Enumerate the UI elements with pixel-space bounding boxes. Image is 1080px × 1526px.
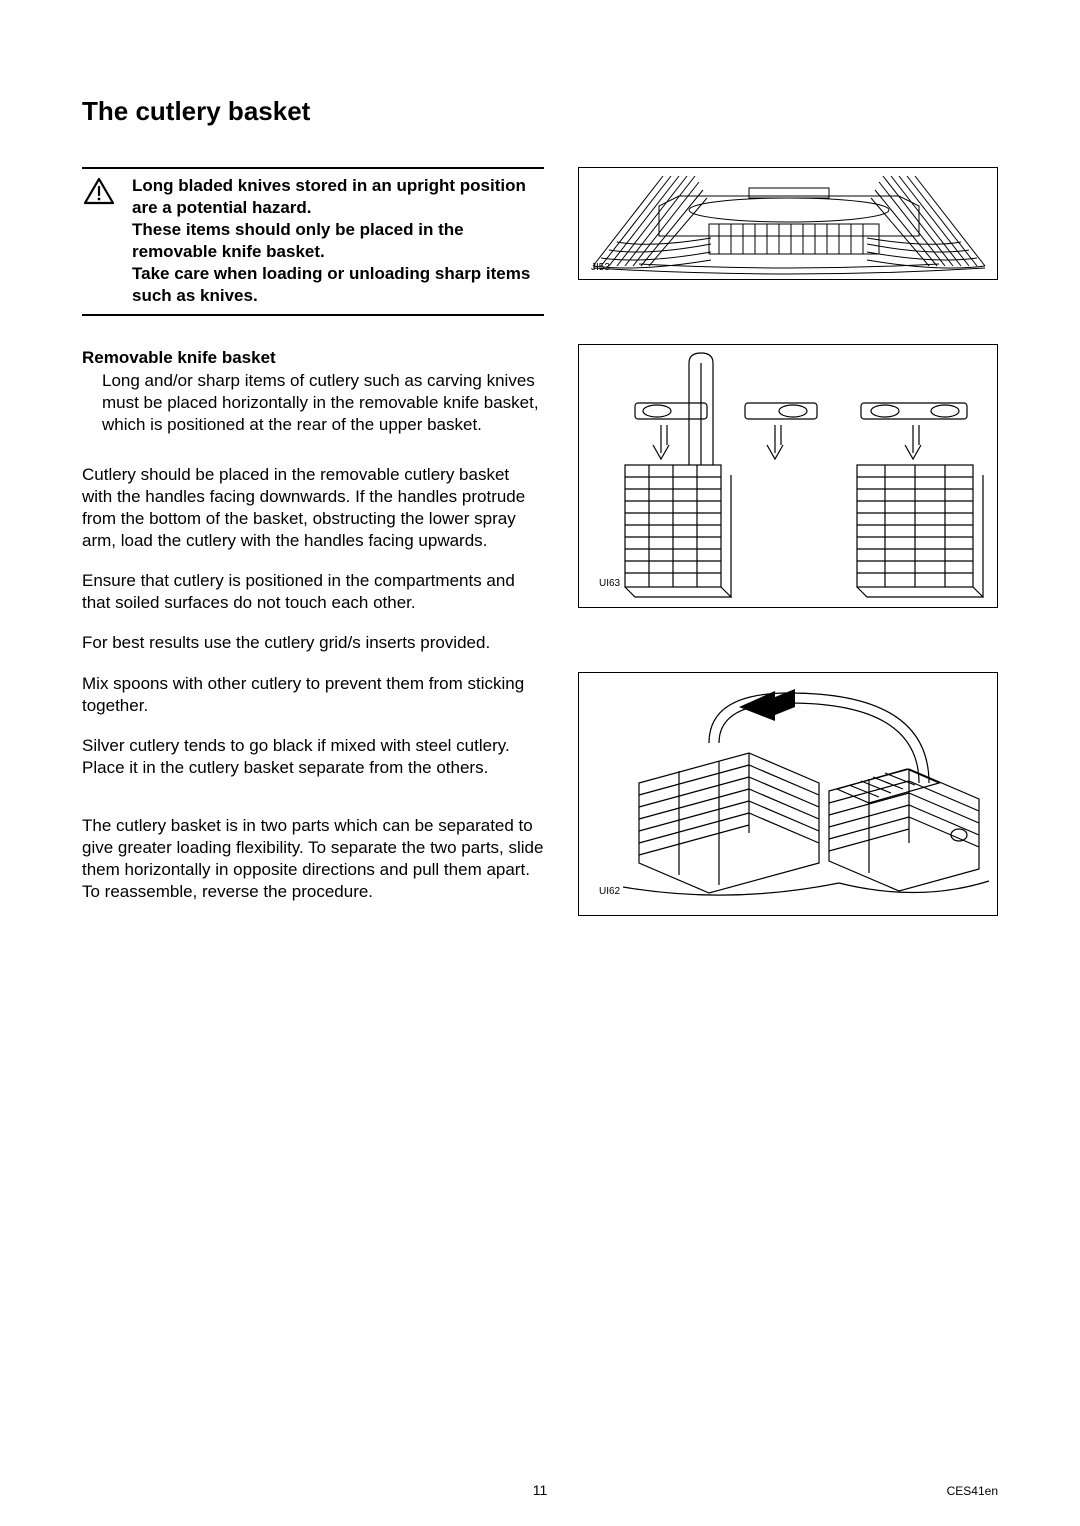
figure-knife-basket: JI53 [578,167,998,280]
figure-cutlery-inserts: UI63 [578,344,998,608]
body-p7: The cutlery basket is in two parts which… [82,815,544,903]
warning-box: Long bladed knives stored in an upright … [82,167,544,316]
removable-knife-basket-text: Long and/or sharp items of cutlery such … [82,370,544,436]
figure-c-caption: UI62 [599,886,620,897]
body-p4: For best results use the cutlery grid/s … [82,632,544,654]
document-code: CES41en [947,1484,998,1498]
figure-b-caption: UI63 [599,578,620,589]
warning-icon [82,175,116,308]
removable-knife-basket-heading: Removable knife basket [82,348,544,368]
body-p3: Ensure that cutlery is positioned in the… [82,570,544,614]
body-p5: Mix spoons with other cutlery to prevent… [82,673,544,717]
body-p6: Silver cutlery tends to go black if mixe… [82,735,544,779]
warning-line-2: These items should only be placed in the… [132,220,464,261]
warning-line-1: Long bladed knives stored in an upright … [132,176,526,217]
page-heading: The cutlery basket [82,96,998,127]
body-p2: Cutlery should be placed in the removabl… [82,464,544,552]
figure-a-caption: JI53 [591,262,610,273]
page-number: 11 [0,1482,1080,1498]
figure-separable-basket: UI62 [578,672,998,916]
warning-line-3: Take care when loading or unloading shar… [132,264,530,305]
